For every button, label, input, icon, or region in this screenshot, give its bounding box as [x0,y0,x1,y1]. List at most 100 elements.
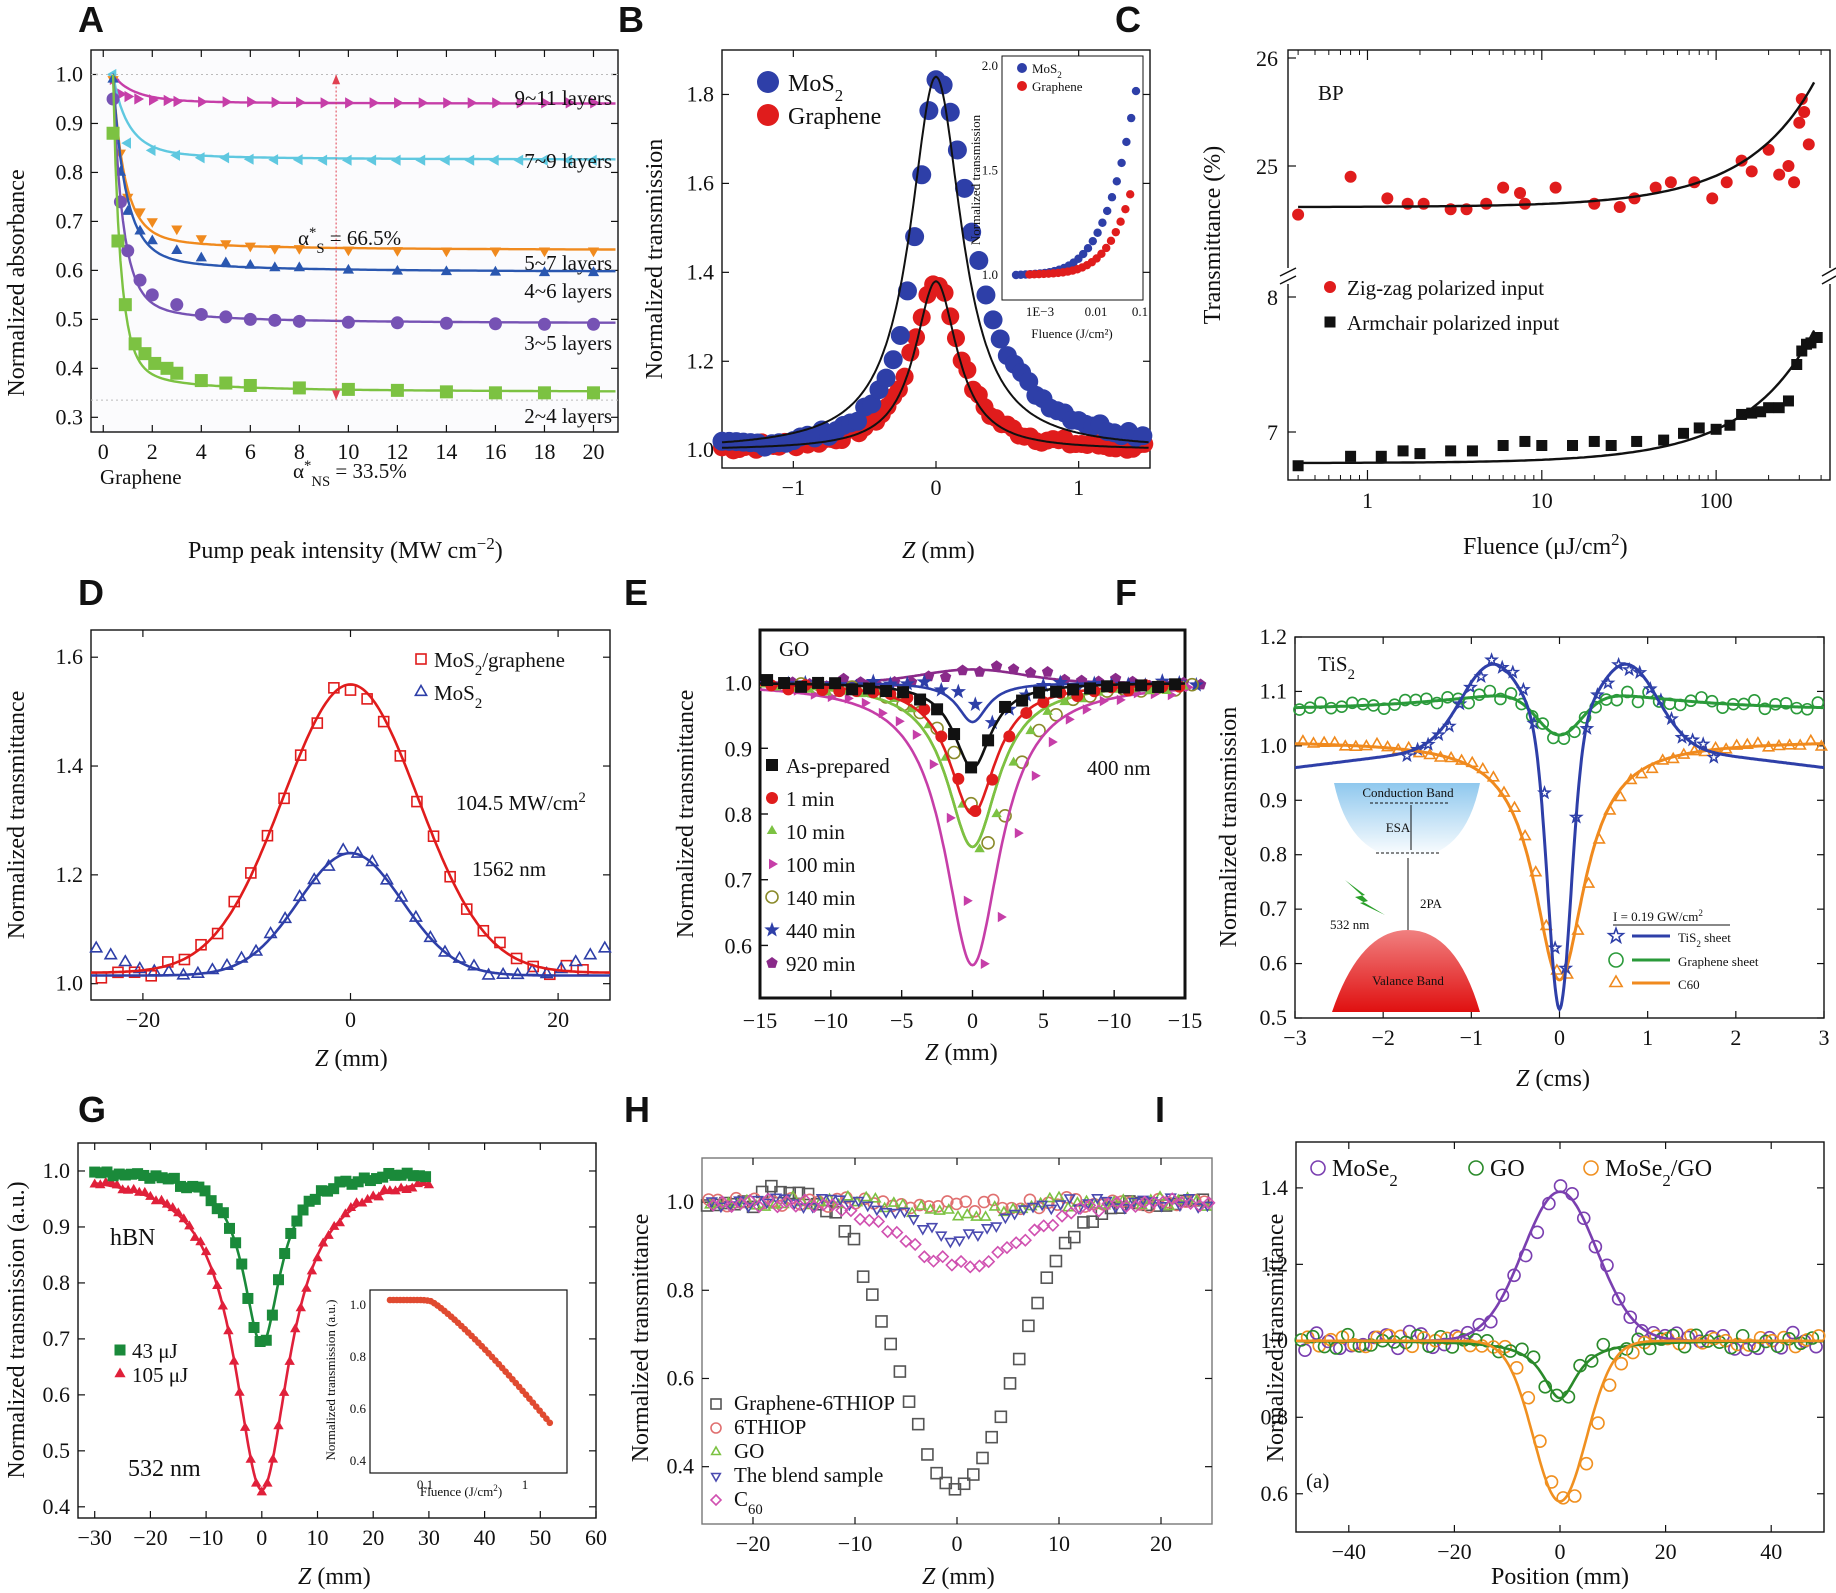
data-point [492,97,502,109]
data-point [1773,402,1785,414]
data-point [1536,440,1548,451]
y-tick-label: 0.8 [1261,1404,1289,1429]
fit-curve [1298,329,1816,465]
data-point [125,1168,137,1180]
data-point [921,1448,934,1461]
data-point [369,97,380,109]
plot-frame [77,1142,597,1519]
arrow-head [332,74,341,85]
data-point [999,700,1012,713]
text-span: 2 [1057,70,1062,80]
data-point [292,314,306,328]
series-label: 7~9 layers [524,149,612,173]
data-point [863,682,876,695]
data-point [1003,730,1016,743]
data-point [1156,1195,1170,1209]
data-point [366,154,377,166]
data-point [1811,332,1823,343]
data-point [118,298,132,312]
x-tick-label: −20 [1437,1539,1471,1564]
data-point [243,378,257,392]
series-label: 9~11 layers [515,86,612,110]
legend-label: The blend sample [734,1463,883,1487]
data-point [205,962,220,975]
data-point [890,1225,904,1240]
data-point [994,1410,1008,1424]
data-point [789,1199,803,1213]
x-tick-label: 40 [1760,1539,1782,1564]
data-point [1695,736,1711,751]
x-tick-label: −5 [890,1008,913,1033]
data-point [870,1205,884,1217]
band-diagram: Conduction Band ESA 2PA 532 nm Valance Band [1330,783,1480,1012]
data-point [1706,749,1722,764]
text-span: 2 [475,663,482,679]
y-tick-label: 1.0 [1260,733,1288,758]
panel-label-I: I [1155,1089,1165,1130]
data-point [390,154,401,166]
data-point [916,673,933,689]
data-point [128,337,142,351]
annotation: Valance Band [1372,973,1444,988]
data-point [1431,726,1447,742]
text-span: NS [311,474,330,490]
legend-label: 10 min [786,820,845,844]
data-point [586,386,600,400]
fit-curve-3 [111,74,616,273]
axes-F: −3 −2 −1 0 1 2 3 0.5 0.6 0.7 0.8 0.9 1.0 1.1 1.2 Conduc… [1216,624,1830,1092]
data-point [243,153,254,165]
legend-marker [757,104,779,126]
data-point [997,911,1007,923]
data-point [962,222,982,242]
data-point [464,154,475,166]
data-point [1576,1211,1591,1226]
y-tick-label: 1.4 [687,259,715,284]
inset-point [1102,243,1111,253]
y-tick-label: 8 [1267,285,1278,310]
data-point [341,154,352,166]
data-point [587,266,600,277]
data-point [861,1201,874,1213]
data-point [875,1315,888,1328]
data-point [565,97,576,109]
annotation: 1562 nm [472,857,546,881]
y-tick-label: 1.0 [725,671,753,696]
legend-label: MoSe2 [1332,1156,1398,1190]
data-point [168,1172,180,1184]
data-point [976,285,996,305]
y-tick-label: 0.8 [1260,842,1288,867]
fit-curve [1295,694,1824,737]
data-point [1779,697,1793,710]
data-point [991,808,1002,818]
data-point [211,927,224,940]
annotation: I = 0.19 GW/cm2 [1613,908,1703,924]
data-point [1788,176,1801,189]
inset-y-tick-label: 0.6 [350,1401,367,1416]
data-point [341,382,355,396]
y-tick-label: 1.2 [56,862,84,887]
text-span: 60 [748,1502,763,1518]
legend-label: 100 min [786,853,856,877]
data-point [761,674,774,687]
data-point [346,1178,358,1190]
data-point [1687,744,1701,756]
data-point [1065,714,1075,725]
data-point [844,693,854,704]
y-axis-label: Normalized transmittance [1263,1214,1289,1463]
fit-curve [1296,1190,1824,1343]
data-point [977,1195,991,1209]
data-point [1611,1292,1626,1306]
data-point [1705,694,1719,708]
data-point [952,772,965,785]
text-span: TiS [1678,930,1696,945]
data-point [897,686,910,699]
data-point [132,1168,144,1180]
data-point [890,325,910,345]
data-point [1762,143,1775,156]
data-point [160,361,174,375]
data-point [933,681,949,697]
fit-curve [94,1172,430,1346]
x-tick-label: −10 [189,1525,223,1550]
x-tick-label: 60 [585,1525,607,1550]
series-label: 2~4 layers [524,404,612,428]
